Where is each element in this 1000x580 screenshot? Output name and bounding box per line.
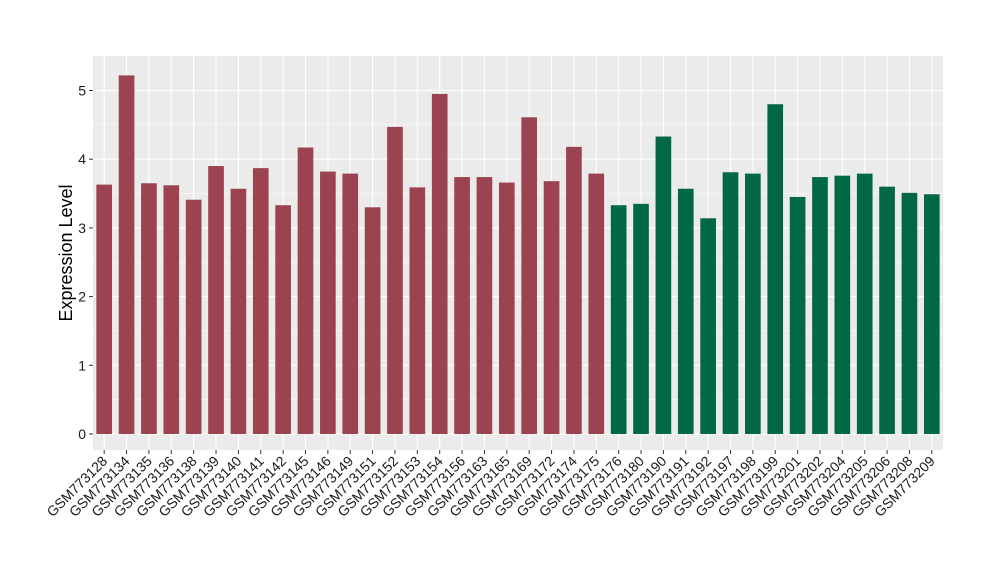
bar [96,184,113,434]
bar [454,177,470,434]
bar [342,173,359,434]
bar [252,168,269,435]
y-axis: 0 1 2 3 4 5 [78,83,93,442]
bar [834,175,851,435]
bar [364,207,381,434]
bar [409,187,426,434]
bar [722,172,739,435]
y-axis-title: Expression Level [56,184,76,321]
bar [498,182,515,434]
bar [767,104,784,435]
bar [208,166,224,434]
bar [431,93,448,434]
bar [141,183,157,434]
bar [543,181,560,434]
bar [677,188,694,434]
y-tick-label: 0 [78,426,86,442]
bar [521,117,538,434]
bar [610,205,627,434]
bars-group [96,75,940,435]
y-tick-label: 4 [78,151,86,167]
bar [633,203,649,434]
y-tick-label: 2 [78,289,86,305]
bar [185,199,202,434]
bar [856,173,873,434]
bar [297,147,314,434]
bar [476,177,493,434]
bar [387,126,403,434]
x-axis: GSM773128GSM773134GSM773135GSM773136GSM7… [43,450,938,520]
y-tick-label: 1 [78,357,86,373]
bar [275,205,291,434]
bar [923,194,940,434]
bar [163,185,180,434]
bar [745,173,761,434]
bar [789,196,806,434]
bar [655,136,672,435]
bar [901,192,918,434]
bar [812,177,828,434]
bar [230,188,247,434]
y-tick-label: 3 [78,220,86,236]
y-tick-label: 5 [78,83,86,99]
bar [118,75,135,435]
bar [588,173,605,434]
bar [320,171,336,435]
bar [566,146,582,435]
bar [700,218,716,434]
bar [879,186,895,434]
